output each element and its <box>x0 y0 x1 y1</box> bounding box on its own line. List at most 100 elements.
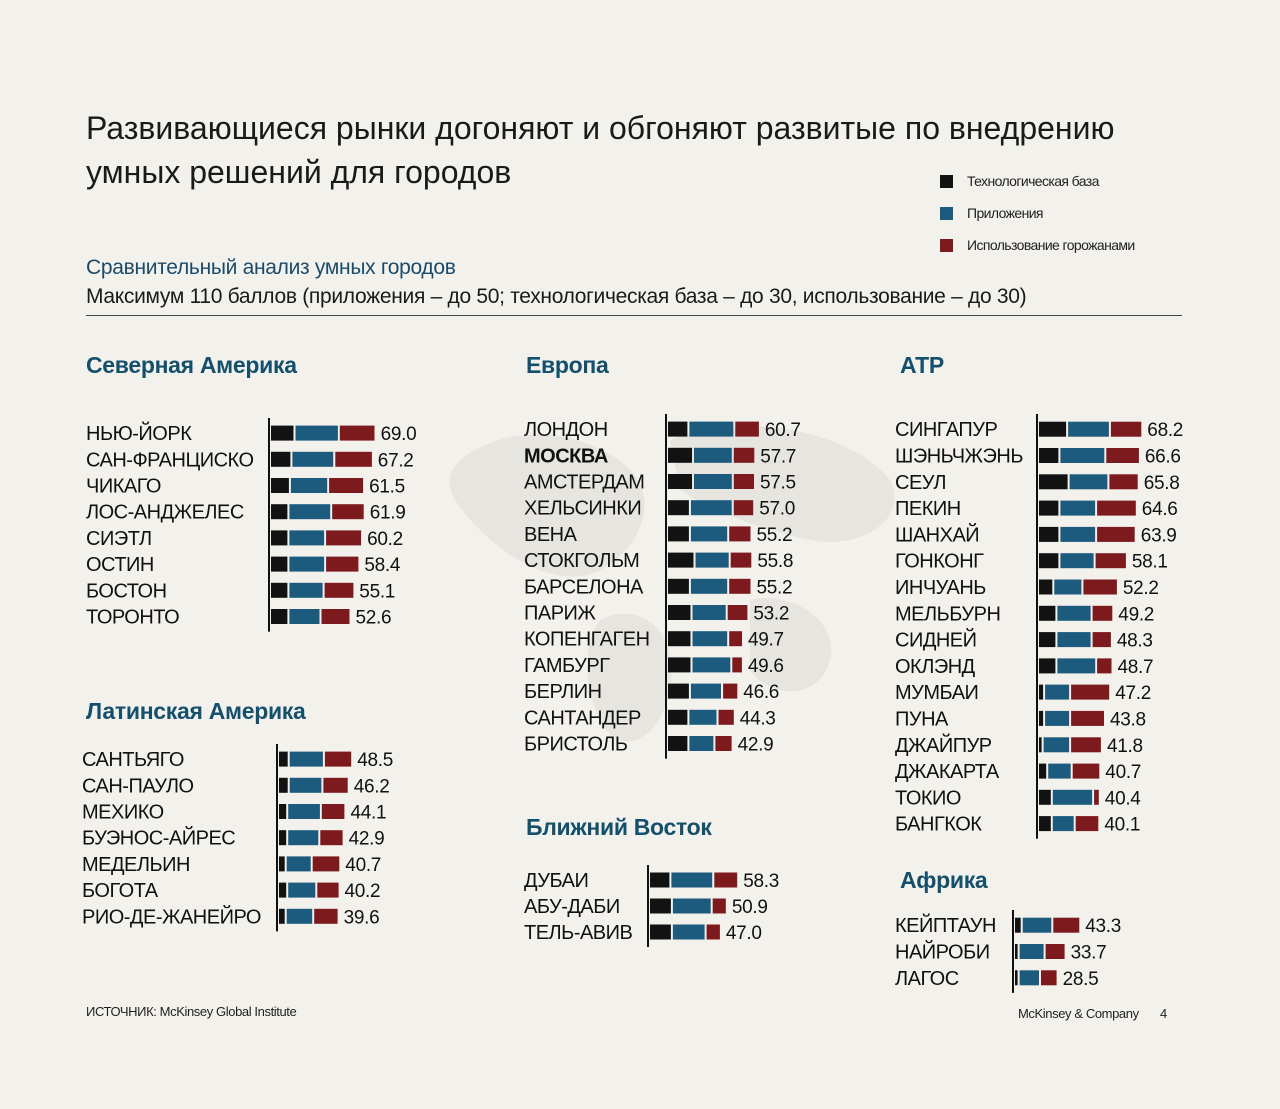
city-label: ЛАГОС <box>895 968 959 990</box>
bar-segment-usage <box>321 804 345 819</box>
city-label: ДЖАКАРТА <box>895 761 1000 783</box>
divider <box>86 315 1182 316</box>
bar-segment-usage <box>1041 970 1057 986</box>
city-label: БАРСЕЛОНА <box>524 576 644 598</box>
chart-middle-east: ДУБАИ 58.3 АБУ-ДАБИ 50.9 ТЕЛЬ-АВИВ 47.0 <box>524 865 779 947</box>
bar-segment-usage <box>1092 632 1111 648</box>
bar-segment-tech <box>1039 710 1044 726</box>
total-value-label: 69.0 <box>381 424 417 445</box>
bar-segment-apps <box>671 872 713 888</box>
bar-segment-apps <box>1060 448 1105 463</box>
bar-segment-apps <box>1019 944 1044 959</box>
total-value-label: 40.2 <box>345 881 381 902</box>
bar-segment-tech <box>279 751 288 767</box>
legend: Технологическая база Приложения Использо… <box>940 165 1135 261</box>
city-label: ТОРОНТО <box>86 607 179 629</box>
bar-segment-usage <box>1095 553 1126 569</box>
city-label: БУЭНОС-АЙРЕС <box>82 826 235 850</box>
city-label: МЕХИКО <box>82 802 164 824</box>
bar-segment-apps <box>1060 500 1096 516</box>
city-label: АМСТЕРДАМ <box>524 472 644 494</box>
bar-segment-apps <box>289 777 322 793</box>
city-label: ДЖАЙПУР <box>895 733 992 757</box>
city-label: ШЭНЬЧЖЭНЬ <box>895 445 1023 467</box>
total-value-label: 33.7 <box>1071 942 1107 963</box>
bar-segment-apps <box>288 804 320 819</box>
chart-subtitle: Сравнительный анализ умных городов <box>86 256 456 279</box>
city-label: КЕЙПТАУН <box>895 913 996 937</box>
city-label: САН-ПАУЛО <box>82 775 194 797</box>
page-number: 4 <box>1160 1006 1168 1021</box>
bar-segment-apps <box>689 421 734 437</box>
bar-segment-usage <box>729 578 751 594</box>
chart-scale-note: Максимум 110 баллов (приложения – до 50;… <box>86 285 1027 308</box>
bar-segment-tech <box>1015 970 1018 986</box>
bar-segment-tech <box>271 451 291 467</box>
bar-segment-usage <box>715 736 732 751</box>
total-value-label: 41.8 <box>1107 736 1143 757</box>
legend-swatch-apps <box>940 206 953 220</box>
total-value-label: 49.2 <box>1118 604 1154 625</box>
bar-segment-usage <box>718 709 734 725</box>
city-label: МУМБАИ <box>895 682 978 704</box>
city-label: ОСТИН <box>86 554 154 576</box>
city-label: ПЕКИН <box>895 498 961 520</box>
total-value-label: 49.6 <box>748 656 784 677</box>
bar-segment-usage <box>733 500 754 516</box>
bar-segment-tech <box>279 908 285 924</box>
bar-segment-apps <box>286 856 311 872</box>
bar-segment-usage <box>1071 737 1101 753</box>
bar-segment-usage <box>324 751 352 767</box>
bar-segment-apps <box>295 425 338 441</box>
region-title-middle-east: Ближний Восток <box>526 814 712 840</box>
bar-segment-apps <box>1043 737 1070 753</box>
region-title-latin-america: Латинская Америка <box>86 698 306 724</box>
total-value-label: 55.8 <box>757 551 793 572</box>
bar-segment-apps <box>1054 579 1082 595</box>
city-label: ТЕЛЬ-АВИВ <box>524 922 633 944</box>
bar-segment-usage <box>326 530 362 546</box>
city-label: СИДНЕЙ <box>895 628 977 652</box>
total-value-label: 47.2 <box>1115 683 1151 704</box>
page-title: Развивающиеся рынки догоняют и обгоняют … <box>86 110 1115 190</box>
chart-europe: ЛОНДОН 60.7 МОСКВА 57.7 АМСТЕРДАМ 57.5 ХЕЛЬСИН… <box>524 414 801 759</box>
bar-segment-tech <box>1039 737 1042 753</box>
bar-segment-apps <box>690 526 728 542</box>
total-value-label: 55.1 <box>359 581 395 602</box>
total-value-label: 55.2 <box>757 577 793 598</box>
bar-segment-apps <box>692 631 728 647</box>
total-value-label: 58.1 <box>1132 552 1168 573</box>
bar-segment-usage <box>314 908 338 924</box>
city-label: ПАРИЖ <box>524 603 596 625</box>
bar-segment-apps <box>672 924 705 940</box>
bar-segment-usage <box>1097 526 1135 542</box>
bar-segment-apps <box>689 736 714 751</box>
bar-segment-usage <box>732 657 742 673</box>
city-label: СЕУЛ <box>895 472 946 494</box>
bar-segment-usage <box>712 898 726 914</box>
total-value-label: 68.2 <box>1147 420 1183 441</box>
bar-segment-tech <box>279 804 287 819</box>
bar-segment-tech <box>668 447 692 463</box>
total-value-label: 60.2 <box>367 529 403 550</box>
total-value-label: 47.0 <box>726 923 762 944</box>
bar-segment-apps <box>695 552 729 568</box>
bar-segment-usage <box>1109 474 1138 490</box>
total-value-label: 28.5 <box>1063 969 1099 990</box>
legend-item-apps: Приложения <box>940 197 1135 229</box>
total-value-label: 43.8 <box>1110 709 1146 730</box>
chart-north-america: НЬЮ-ЙОРК 69.0 САН-ФРАНЦИСКО 67.2 ЧИКАГО 61.5 Л… <box>86 418 417 632</box>
city-label: БОГОТА <box>82 880 159 902</box>
legend-item-tech: Технологическая база <box>940 165 1135 197</box>
bar-segment-tech <box>279 830 287 846</box>
total-value-label: 48.3 <box>1117 631 1153 652</box>
bar-segment-usage <box>723 683 738 699</box>
bar-segment-tech <box>1039 500 1059 516</box>
bar-segment-tech <box>668 421 688 437</box>
city-label: САНТАНДЕР <box>524 707 641 729</box>
bar-segment-usage <box>320 830 343 846</box>
city-label: ИНЧУАНЬ <box>895 577 986 599</box>
bar-segment-tech <box>1039 816 1051 832</box>
bar-segment-usage <box>1072 763 1100 779</box>
